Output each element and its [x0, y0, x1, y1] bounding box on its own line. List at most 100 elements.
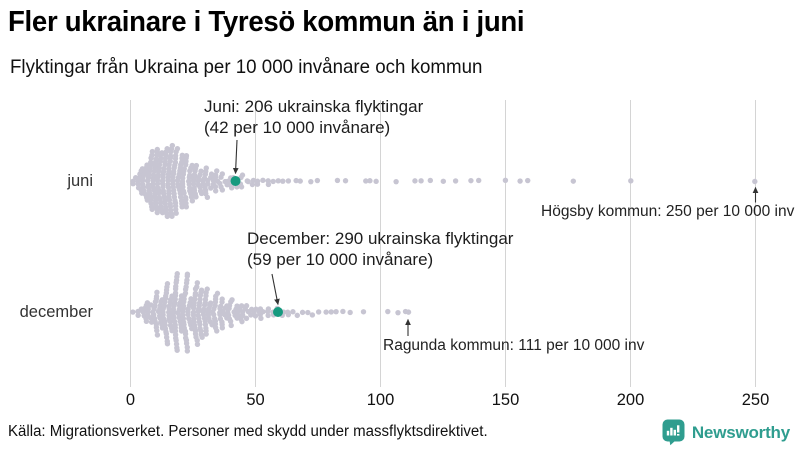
data-dot — [440, 178, 447, 184]
data-dot — [360, 309, 367, 315]
data-dot — [252, 313, 259, 319]
data-dot — [174, 271, 180, 277]
data-dot — [219, 187, 226, 193]
data-dot — [239, 172, 246, 178]
data-dot — [452, 178, 459, 184]
data-dot — [173, 210, 179, 216]
data-dot — [225, 181, 232, 188]
x-tick-label: 250 — [741, 391, 770, 409]
data-dot — [185, 311, 191, 318]
x-tick-label: 150 — [491, 391, 520, 409]
data-dot — [367, 178, 373, 184]
data-dot — [347, 309, 353, 316]
data-dot — [628, 178, 634, 184]
data-dot — [164, 281, 171, 287]
chart-title: Fler ukrainare i Tyresö kommun än i juni — [8, 6, 525, 38]
data-dot — [167, 318, 173, 325]
data-dot — [181, 190, 187, 196]
x-tick-label: 200 — [616, 391, 645, 409]
annotation-line: Juni: 206 ukrainska flyktingar — [204, 97, 424, 116]
data-dot — [154, 180, 161, 187]
data-dot — [174, 145, 181, 152]
data-dot — [475, 177, 482, 184]
data-dot — [333, 308, 339, 315]
data-dot — [160, 184, 166, 190]
data-dot — [214, 168, 220, 174]
data-dot — [238, 184, 245, 190]
data-dot — [340, 308, 346, 315]
data-dot — [285, 178, 292, 184]
annotation-line: (42 per 10 000 invånare) — [204, 118, 391, 137]
data-dot — [229, 297, 235, 303]
data-dot — [169, 142, 176, 149]
annotation-juni-highlight: Juni: 206 ukrainska flyktingar (42 per 1… — [204, 96, 423, 138]
data-dot — [265, 181, 272, 188]
data-dot — [214, 328, 220, 334]
data-dot — [193, 194, 199, 200]
data-dot — [164, 213, 171, 220]
data-dot — [328, 309, 334, 315]
data-dot — [152, 303, 158, 309]
data-dot — [239, 318, 245, 325]
data-dot — [193, 162, 200, 169]
data-dot — [189, 198, 196, 204]
data-dot — [203, 331, 209, 337]
data-dot — [468, 177, 474, 184]
data-dot — [184, 348, 191, 354]
data-dot — [169, 213, 175, 219]
data-dot — [297, 178, 303, 184]
data-dot — [238, 303, 245, 309]
data-dot — [245, 178, 251, 185]
data-dot — [752, 178, 758, 185]
annotation-arrow — [271, 273, 280, 306]
data-dot — [250, 177, 257, 184]
newsworthy-logo[interactable]: Newsworthy — [662, 419, 790, 446]
data-dot — [197, 296, 203, 303]
data-dot — [145, 306, 151, 312]
source-note: Källa: Migrationsverket. Personer med sk… — [8, 423, 488, 440]
data-dot — [285, 311, 292, 318]
row-label-december: december — [19, 303, 93, 321]
highlight-dot-december — [273, 307, 283, 317]
data-dot — [315, 309, 322, 315]
data-dot — [199, 334, 205, 340]
data-dot — [204, 194, 211, 201]
data-dot — [218, 303, 224, 309]
data-dot — [323, 309, 329, 315]
data-dot — [270, 178, 276, 185]
annotation-line: (59 per 10 000 invånare) — [247, 250, 434, 269]
data-dot — [280, 178, 286, 184]
data-dot — [194, 284, 200, 290]
data-dot — [308, 178, 314, 185]
data-dot — [517, 178, 523, 184]
data-dot — [179, 204, 185, 210]
data-dot — [154, 327, 160, 334]
data-dot — [184, 344, 190, 350]
data-dot — [153, 293, 160, 300]
data-dot — [525, 177, 531, 184]
data-dot — [219, 296, 225, 302]
data-dot — [203, 165, 209, 171]
data-dot — [184, 271, 191, 277]
data-dot — [154, 146, 161, 153]
data-dot — [294, 312, 300, 319]
data-dot — [418, 178, 424, 184]
data-dot — [194, 341, 201, 348]
data-dot — [243, 303, 250, 309]
data-dot — [240, 312, 246, 319]
data-dot — [135, 312, 141, 318]
data-dot — [166, 166, 172, 172]
data-dot — [219, 171, 225, 177]
data-dot — [412, 178, 418, 184]
data-dot — [157, 200, 164, 206]
data-dot — [149, 206, 155, 213]
chart-subtitle: Flyktingar från Ukraina per 10 000 invån… — [10, 56, 483, 78]
data-dot — [228, 322, 234, 329]
data-dot — [243, 315, 250, 322]
data-dot — [172, 290, 179, 296]
data-dot — [183, 204, 190, 210]
data-dot — [183, 284, 189, 290]
data-dot — [502, 177, 509, 184]
